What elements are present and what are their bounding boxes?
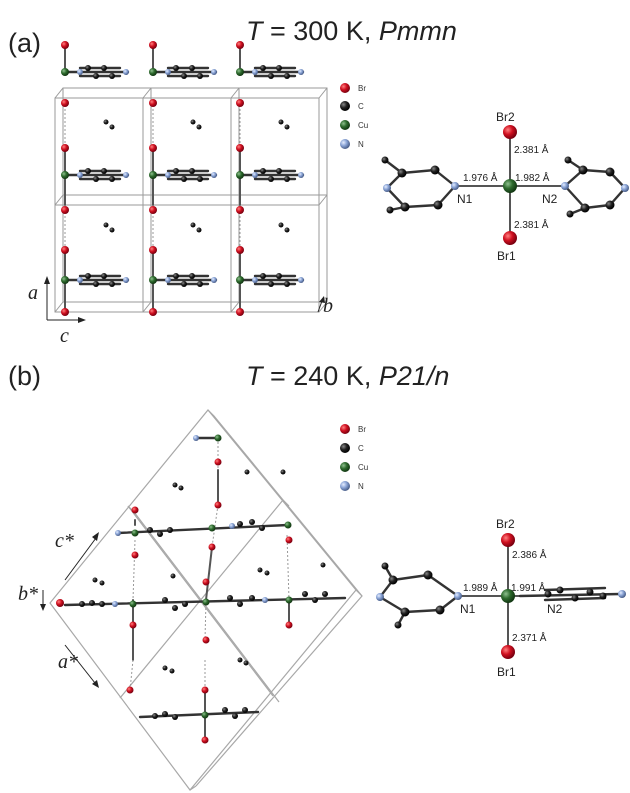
- legend-b-cu-swatch: [340, 462, 350, 472]
- panel-a-molecule: Br2 Br1 N1 N2 2.381 Å 2.381 Å 1.976 Å 1.…: [381, 110, 629, 263]
- panel-a-n2-label: N2: [542, 192, 558, 206]
- panel-b-axes: c* b* a*: [18, 530, 99, 688]
- panel-a-axis-c-label: c: [60, 325, 69, 347]
- panel-b-axis-c-label: c*: [55, 530, 74, 552]
- panel-a-chains: [61, 41, 306, 316]
- legend-b-cu-label: Cu: [358, 463, 368, 472]
- panel-b-molecule: Br2 Br1 N1 N2 2.386 Å 2.371 Å 1.989 Å 1.…: [376, 517, 626, 679]
- legend-b-n-label: N: [358, 482, 364, 491]
- panel-b-title-space-group: P21/n: [379, 361, 450, 391]
- panel-b-axis-a-label: a*: [58, 651, 78, 673]
- panel-a-letter: (a): [8, 28, 41, 58]
- panel-a-title-t: T: [246, 16, 265, 46]
- panel-a-axis-b-label: b: [323, 295, 333, 317]
- legend-br-label: Br: [358, 84, 366, 93]
- panel-a-dist-cu-n2: 1.982 Å: [515, 171, 550, 184]
- panel-a: (a) T = 300 K, Pmmn: [8, 16, 629, 347]
- panel-a-title-space-group: Pmmn: [379, 16, 457, 46]
- panel-b-chains: [56, 434, 347, 744]
- panel-b-dist-cu-br2: 2.386 Å: [512, 548, 547, 561]
- panel-b-letter: (b): [8, 361, 41, 391]
- legend-c-swatch: [340, 101, 350, 111]
- panel-b-axis-b-label: b*: [18, 583, 38, 605]
- legend-c-label: C: [358, 102, 364, 111]
- panel-b-title-t: T: [246, 361, 265, 391]
- panel-b-legend: Br C Cu N: [340, 424, 368, 491]
- panel-b-br1-label: Br1: [497, 665, 516, 679]
- legend-n-label: N: [358, 140, 364, 149]
- panel-b-dist-cu-n1: 1.989 Å: [463, 581, 498, 594]
- panel-a-dist-cu-n1: 1.976 Å: [463, 171, 498, 184]
- legend-b-br-label: Br: [358, 425, 366, 434]
- legend-b-c-label: C: [358, 444, 364, 453]
- panel-a-dist-cu-br2: 2.381 Å: [514, 143, 549, 156]
- panel-b-title-temp: = 240 K,: [263, 361, 379, 391]
- panel-a-axis-a-label: a: [28, 282, 38, 304]
- panel-b-n2-label: N2: [547, 602, 563, 616]
- panel-a-br2-label: Br2: [496, 110, 515, 124]
- panel-b-dist-cu-br1: 2.371 Å: [512, 631, 547, 644]
- legend-cu-swatch: [340, 120, 350, 130]
- legend-br-swatch: [340, 83, 350, 93]
- panel-a-br1-label: Br1: [497, 249, 516, 263]
- panel-b-dist-cu-n2: 1.991 Å: [511, 581, 546, 594]
- panel-b-title: T = 240 K, P21/n: [246, 361, 449, 391]
- legend-b-n-swatch: [340, 481, 350, 491]
- panel-a-axes: a c b: [28, 276, 333, 347]
- panel-a-legend: Br C Cu N: [340, 83, 368, 149]
- legend-b-c-swatch: [340, 443, 350, 453]
- legend-n-swatch: [340, 139, 350, 149]
- panel-b: (b) T = 240 K, P21/n: [8, 361, 626, 791]
- legend-b-br-swatch: [340, 424, 350, 434]
- panel-a-n1-label: N1: [457, 192, 473, 206]
- panel-a-dist-cu-br1: 2.381 Å: [514, 218, 549, 231]
- panel-b-n1-label: N1: [460, 602, 476, 616]
- panel-a-title: T = 300 K, Pmmn: [246, 16, 457, 46]
- panel-a-title-temp: = 300 K,: [263, 16, 379, 46]
- panel-a-unit-cells: [54, 87, 328, 313]
- legend-cu-label: Cu: [358, 121, 368, 130]
- panel-b-br2-label: Br2: [496, 517, 515, 531]
